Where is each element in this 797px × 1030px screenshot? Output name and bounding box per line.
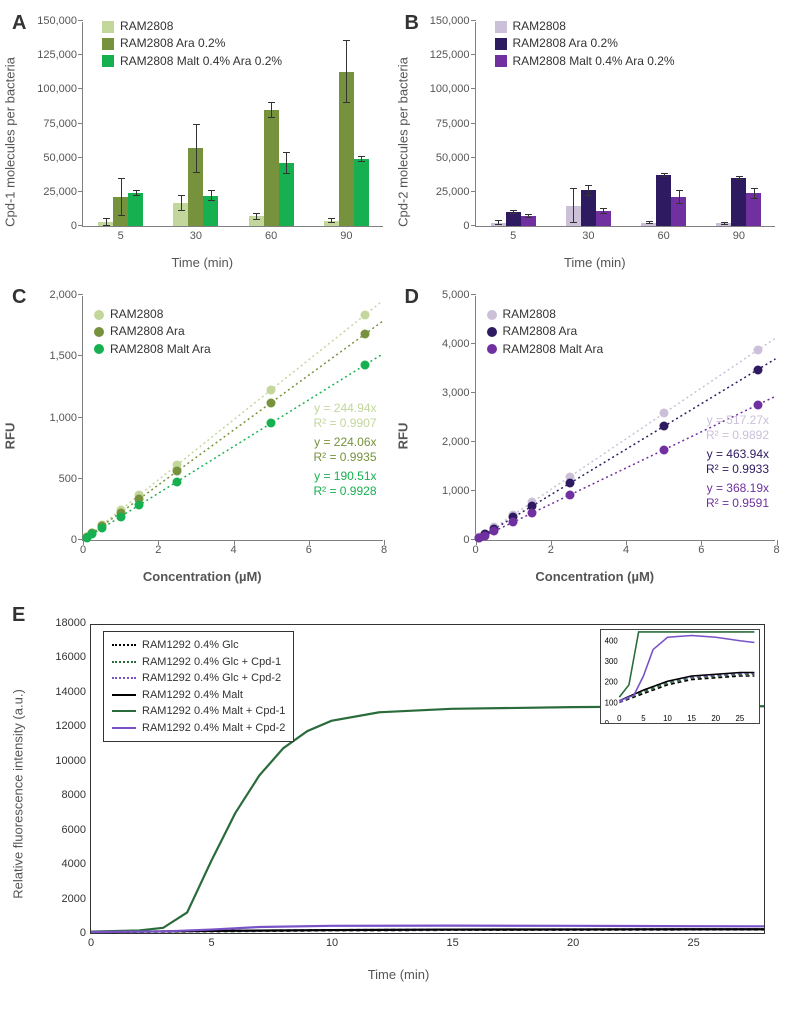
panel-c: C 05001,0001,5002,00002468y = 244.94xR² … — [12, 286, 393, 586]
x-axis-label: Time (min) — [564, 255, 626, 270]
panel-c-label: C — [12, 286, 26, 309]
svg-text:0: 0 — [617, 714, 622, 723]
panel-d: D 01,0002,0003,0004,0005,00002468y = 517… — [405, 286, 786, 586]
regression-eq: y = 224.06xR² = 0.9935 — [313, 435, 376, 466]
regression-eq: y = 517.27xR² = 0.9892 — [706, 413, 769, 444]
panel-a-label: A — [12, 12, 26, 35]
y-axis-label: RFU — [3, 423, 18, 450]
y-axis-label: Relative fluorescence intensity (a.u.) — [11, 689, 26, 899]
data-point — [753, 400, 762, 409]
svg-text:15: 15 — [687, 714, 696, 723]
data-point — [173, 467, 182, 476]
data-point — [659, 422, 668, 431]
data-point — [267, 398, 276, 407]
bar — [506, 212, 521, 226]
y-axis-label: RFU — [395, 423, 410, 450]
panel-e-label: E — [12, 604, 25, 627]
legend: RAM2808RAM2808 Ara 0.2%RAM2808 Malt 0.4%… — [495, 18, 675, 70]
data-point — [659, 445, 668, 454]
regression-eq: y = 244.94xR² = 0.9907 — [313, 401, 376, 432]
bar — [264, 110, 279, 226]
bar — [128, 193, 143, 226]
data-point — [135, 501, 144, 510]
legend: RAM2808RAM2808 AraRAM2808 Malt Ara — [487, 306, 604, 358]
panel-d-label: D — [405, 286, 419, 309]
svg-text:5: 5 — [641, 714, 646, 723]
svg-text:200: 200 — [605, 678, 619, 687]
svg-text:400: 400 — [605, 636, 619, 645]
bar — [354, 159, 369, 226]
data-point — [565, 490, 574, 499]
svg-text:0: 0 — [605, 719, 610, 723]
legend: RAM2808RAM2808 AraRAM2808 Malt Ara — [94, 306, 211, 358]
panel-a: A 025,00050,00075,000100,000125,000150,0… — [12, 12, 393, 272]
regression-eq: y = 190.51xR² = 0.9928 — [313, 469, 376, 500]
bar — [656, 175, 671, 226]
svg-text:10: 10 — [663, 714, 672, 723]
y-axis-label: Cpd-2 molecules per bacteria — [395, 57, 410, 227]
x-axis-label: Concentration (µM) — [535, 569, 654, 584]
data-point — [116, 512, 125, 521]
data-point — [565, 479, 574, 488]
svg-text:100: 100 — [605, 698, 619, 707]
legend: RAM2808RAM2808 Ara 0.2%RAM2808 Malt 0.4%… — [102, 18, 282, 70]
x-axis-label: Time (min) — [368, 967, 430, 982]
data-point — [490, 526, 499, 535]
data-point — [173, 477, 182, 486]
data-point — [753, 345, 762, 354]
bar — [731, 178, 746, 226]
data-point — [361, 360, 370, 369]
panel-b-label: B — [405, 12, 419, 35]
data-point — [267, 419, 276, 428]
data-point — [527, 508, 536, 517]
svg-text:25: 25 — [736, 714, 745, 723]
data-point — [753, 365, 762, 374]
data-point — [88, 530, 97, 539]
y-axis-label: Cpd-1 molecules per bacteria — [3, 57, 18, 227]
regression-eq: y = 368.19xR² = 0.9591 — [706, 481, 769, 512]
data-point — [97, 524, 106, 533]
data-point — [361, 330, 370, 339]
data-point — [480, 531, 489, 540]
panel-b: B 025,00050,00075,000100,000125,000150,0… — [405, 12, 786, 272]
data-point — [659, 409, 668, 418]
inset-chart: 0 100 200 300 400 0 5 10 15 20 25 — [600, 629, 760, 724]
legend: RAM1292 0.4% GlcRAM1292 0.4% Glc + Cpd-1… — [103, 631, 294, 742]
svg-text:20: 20 — [711, 714, 720, 723]
data-point — [509, 517, 518, 526]
x-axis-label: Concentration (µM) — [143, 569, 262, 584]
data-point — [267, 385, 276, 394]
data-point — [361, 310, 370, 319]
x-axis-label: Time (min) — [171, 255, 233, 270]
regression-eq: y = 463.94xR² = 0.9933 — [706, 447, 769, 478]
svg-text:300: 300 — [605, 657, 619, 666]
panel-e: E 02000400060008000100001200014000160001… — [12, 604, 785, 984]
